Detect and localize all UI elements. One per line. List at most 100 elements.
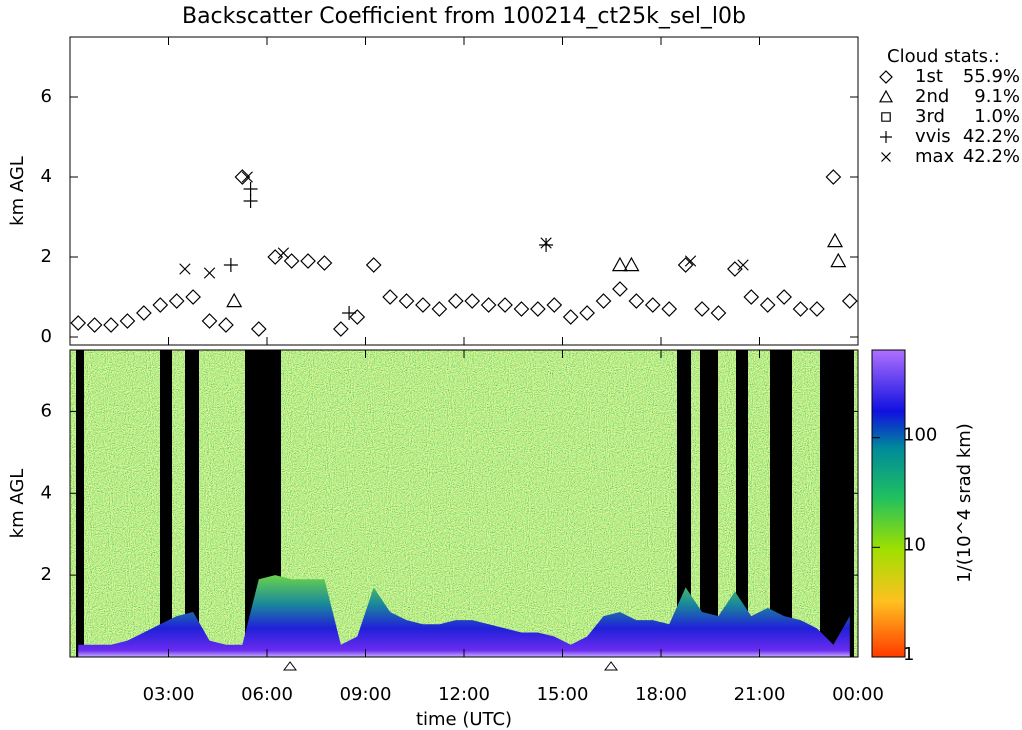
x-tick-label: 12:00	[438, 684, 490, 705]
legend-symbol	[878, 89, 894, 103]
point	[179, 263, 191, 275]
point	[623, 256, 640, 272]
legend-symbol	[881, 112, 891, 122]
x-tick-label: 00:00	[832, 684, 884, 705]
point	[185, 289, 201, 305]
point	[431, 301, 448, 317]
point	[226, 292, 243, 308]
point	[710, 305, 727, 321]
point	[70, 315, 87, 331]
point	[267, 249, 284, 265]
marker	[283, 661, 297, 671]
legend-symbol	[879, 70, 893, 84]
point	[792, 301, 809, 317]
point	[727, 261, 743, 277]
y-tick-label: 4	[41, 482, 52, 503]
point	[103, 317, 119, 333]
point	[677, 257, 694, 273]
point	[743, 289, 760, 305]
x-tick-label: 15:00	[537, 684, 589, 705]
legend-value: 1.0%	[974, 106, 1020, 127]
point	[223, 258, 238, 272]
point	[612, 281, 628, 297]
legend-title: Cloud stats.:	[887, 46, 1000, 67]
point	[480, 297, 497, 313]
colorbar	[872, 350, 905, 657]
y-tick-label: 0	[41, 326, 52, 347]
point	[152, 297, 169, 313]
point	[825, 169, 842, 185]
point	[283, 253, 300, 269]
legend-name: 2nd	[915, 86, 949, 107]
y-tick-label: 6	[41, 86, 52, 107]
point	[241, 171, 253, 183]
backscatter-layer	[78, 575, 850, 657]
legend-name: vvis	[915, 126, 951, 147]
point	[830, 252, 847, 268]
point	[316, 255, 333, 271]
point	[539, 238, 554, 252]
point	[513, 301, 530, 317]
point	[201, 313, 218, 329]
x-tick-label: 21:00	[734, 684, 786, 705]
point	[203, 267, 216, 279]
legend-value: 55.9%	[963, 66, 1020, 87]
legend-symbol	[880, 131, 892, 143]
point	[382, 289, 398, 305]
colorbar-tick-label: 1	[903, 644, 914, 665]
legend-name: 1st	[915, 66, 943, 87]
y-axis-label: km AGL	[7, 469, 28, 539]
y-tick-label: 4	[41, 166, 52, 187]
x-tick-label: 03:00	[143, 684, 195, 705]
point	[595, 293, 612, 309]
point	[250, 321, 267, 337]
point	[365, 257, 382, 273]
point	[333, 321, 349, 337]
legend-value: 42.2%	[963, 126, 1020, 147]
point	[644, 297, 661, 313]
point	[243, 194, 258, 208]
x-tick-label: 18:00	[635, 684, 687, 705]
point	[447, 293, 464, 309]
point	[243, 182, 258, 196]
legend-name: 3rd	[915, 106, 945, 127]
point	[826, 232, 844, 248]
point	[300, 253, 316, 269]
point	[628, 293, 645, 309]
point	[694, 301, 710, 317]
point	[349, 309, 366, 325]
point	[611, 256, 628, 272]
point	[218, 317, 234, 333]
point	[661, 301, 678, 317]
point	[776, 289, 792, 305]
point	[579, 305, 595, 321]
point	[684, 255, 697, 267]
point	[809, 301, 825, 317]
point	[415, 297, 431, 313]
backscatter-image	[70, 350, 858, 657]
point	[759, 297, 776, 313]
point	[546, 297, 563, 313]
y-tick-label: 2	[41, 564, 52, 585]
point	[464, 293, 481, 309]
colorbar-tick-label: 10	[903, 534, 926, 555]
point	[136, 305, 152, 321]
point	[119, 313, 136, 329]
colorbar-label: 1/(10^4 srad km)	[954, 423, 975, 583]
y-axis-label: km AGL	[7, 156, 28, 226]
point	[497, 297, 513, 313]
point	[841, 293, 858, 309]
y-tick-label: 2	[41, 246, 52, 267]
point	[737, 259, 749, 271]
x-tick-label: 06:00	[241, 684, 293, 705]
point	[168, 293, 185, 309]
colorbar-tick-label: 100	[903, 425, 937, 446]
legend-value: 9.1%	[974, 86, 1020, 107]
point	[530, 301, 546, 317]
point	[540, 237, 552, 249]
chart-title: Backscatter Coefficient from 100214_ct25…	[182, 4, 746, 29]
legend: Cloud stats.:1st 55.9% 2nd 9.1% 3rd 1.0% vvis 4…	[878, 46, 1020, 167]
x-tick-label: 09:00	[340, 684, 392, 705]
legend-name: max	[915, 146, 955, 167]
